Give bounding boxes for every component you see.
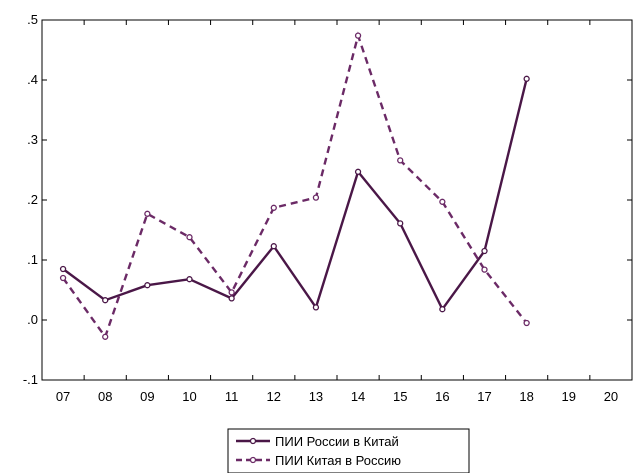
data-point (144, 282, 151, 289)
series-layer (59, 31, 530, 340)
data-point (270, 243, 277, 250)
data-point (439, 306, 446, 313)
legend-box (227, 428, 470, 473)
y-tick-label: .4 (27, 72, 38, 87)
legend: ПИИ России в Китай ПИИ Китая в Россию (227, 428, 470, 473)
data-point (186, 276, 193, 283)
data-point (102, 333, 109, 340)
x-tick-label: 08 (98, 389, 112, 404)
x-tick-label: 11 (225, 389, 239, 404)
legend-marker (249, 456, 257, 464)
data-point (228, 289, 235, 296)
data-point (481, 247, 488, 255)
x-tick-label: 18 (519, 389, 533, 404)
x-tick-label: 20 (604, 389, 618, 404)
series-line (62, 31, 528, 340)
x-tick-label: 19 (562, 389, 576, 404)
data-point (186, 234, 193, 241)
y-tick-label: .2 (27, 192, 38, 207)
y-axis: -.1 .0 .1 .2 .3 .4 .5 (23, 12, 632, 387)
legend-label: ПИИ России в Китай (275, 434, 399, 449)
data-point (354, 168, 362, 175)
y-tick-label: .1 (27, 252, 38, 267)
x-tick-label: 17 (477, 389, 491, 404)
series-line (62, 78, 528, 312)
data-point (144, 210, 151, 217)
x-tick-label: 15 (393, 389, 407, 404)
data-point (354, 32, 362, 39)
data-point (481, 266, 488, 273)
legend-label: ПИИ Китая в Россию (275, 453, 401, 468)
data-point (523, 75, 530, 82)
data-point (523, 319, 530, 327)
legend-item: ПИИ Китая в Россию (236, 453, 401, 468)
x-axis: 07 08 09 10 11 12 13 14 15 16 17 18 19 20 (56, 20, 618, 404)
data-point (439, 198, 446, 205)
x-tick-label: 16 (435, 389, 449, 404)
data-point (397, 220, 404, 227)
y-tick-label: -.1 (23, 372, 38, 387)
x-tick-label: 12 (267, 389, 281, 404)
x-tick-label: 09 (140, 389, 154, 404)
data-point (270, 204, 277, 211)
x-tick-label: 07 (56, 389, 70, 404)
data-point (228, 295, 235, 302)
x-tick-label: 10 (182, 389, 196, 404)
legend-marker (249, 437, 257, 445)
y-tick-label: .5 (27, 12, 38, 27)
series-2 (59, 31, 530, 340)
legend-item: ПИИ России в Китай (236, 434, 399, 449)
data-point (59, 274, 67, 282)
data-point (59, 265, 67, 273)
x-tick-label: 14 (351, 389, 365, 404)
data-point (397, 157, 404, 164)
data-point (102, 297, 109, 304)
data-point (312, 304, 320, 311)
series-1 (59, 75, 530, 313)
x-tick-label: 13 (309, 389, 323, 404)
plot-frame (41, 19, 633, 381)
data-point (312, 194, 320, 201)
y-tick-label: .3 (27, 132, 38, 147)
y-tick-label: .0 (27, 312, 38, 327)
